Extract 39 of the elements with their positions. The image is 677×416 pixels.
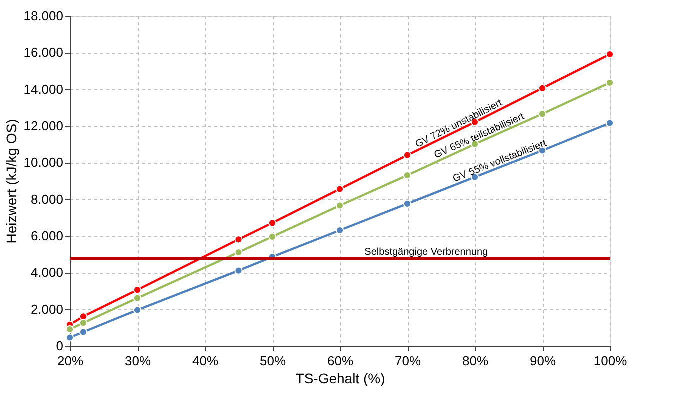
x-tick-label: 70% [394, 354, 422, 368]
point [336, 202, 344, 210]
y-tick-label: 4.000 [30, 265, 64, 280]
point [268, 232, 277, 241]
x-tick-label: 80% [462, 354, 489, 368]
point [268, 219, 277, 228]
y-tick-label: 2.000 [30, 302, 64, 317]
y-tick-label: 6.000 [30, 228, 64, 244]
x-tick-label: 40% [192, 354, 219, 368]
y-tick-label: 0 [56, 338, 64, 354]
x-tick-label: 60% [327, 354, 354, 368]
y-tick-label: 8.000 [30, 192, 64, 207]
point [336, 226, 344, 235]
y-tick-label: 14.000 [24, 82, 64, 97]
point [538, 84, 547, 92]
y-tick-label: 12.000 [24, 118, 64, 134]
point [133, 294, 142, 302]
point [538, 110, 547, 118]
point [133, 286, 142, 294]
x-tick-label: 50% [260, 354, 286, 368]
point [133, 306, 142, 314]
x-tick-label: 30% [124, 354, 152, 368]
point [403, 151, 412, 160]
x-axis-title: TS-Gehalt (%) [296, 370, 386, 386]
point [234, 266, 243, 275]
y-tick-label: 18.000 [24, 8, 64, 24]
point [336, 185, 344, 194]
point [79, 319, 88, 328]
x-tick-label: 90% [530, 354, 556, 368]
point [79, 312, 88, 321]
point [234, 236, 243, 244]
x-tick-label: 20% [57, 354, 84, 368]
y-tick-label: 10.000 [24, 155, 64, 170]
y-tick-label: 16.000 [24, 45, 64, 60]
point [79, 328, 88, 336]
y-axis-title: Heizwert (kJ/kg OS) [4, 119, 20, 244]
ref-line-label: Selbstgängige Verbrennung [364, 246, 488, 258]
point [403, 200, 412, 208]
x-tick-label: 100% [594, 354, 628, 368]
